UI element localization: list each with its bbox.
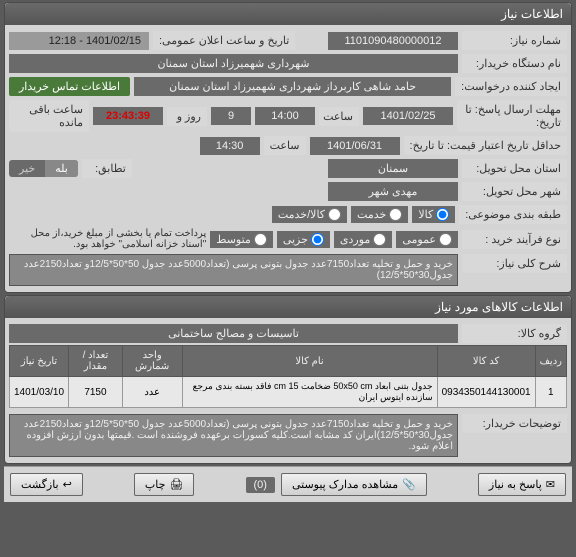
payment-note: پرداخت تمام یا بخشی از مبلغ خرید،از محل … xyxy=(9,228,206,250)
process-partial[interactable]: جزیی xyxy=(277,231,330,248)
remain-label: ساعت باقی مانده xyxy=(9,100,89,132)
bottom-bar: ✉ پاسخ به نیاز 📎 مشاهده مدارک پیوستی (0)… xyxy=(4,466,572,502)
announce-label: تاریخ و ساعت اعلان عمومی: xyxy=(153,31,295,50)
items-table: ردیف کد کالا نام کالا واحد شمارش تعداد /… xyxy=(9,345,567,408)
items-info-header: اطلاعات کالاهای مورد نیاز xyxy=(5,296,571,318)
creator-value: حامد شاهی کاربرداز شهرداری شهمیرزاد استا… xyxy=(134,77,451,96)
request-info-header: اطلاعات نیاز xyxy=(5,3,571,25)
th-name: نام کالا xyxy=(182,346,437,377)
contact-buyer-button[interactable]: اطلاعات تماس خریدار xyxy=(9,77,130,96)
validity-date: 1401/06/31 xyxy=(310,137,400,155)
row-creator: ایجاد کننده درخواست: حامد شاهی کاربرداز … xyxy=(9,75,567,98)
attachment-icon: 📎 xyxy=(402,478,416,491)
category-both-radio[interactable] xyxy=(328,208,341,221)
process-case-radio[interactable] xyxy=(373,233,386,246)
city-label: شهر محل تحویل: xyxy=(462,182,567,201)
process-radio-group: عمومی موردی جزیی متوسط xyxy=(210,231,458,248)
match-label: تطابق: xyxy=(82,159,132,178)
reply-icon: ✉ xyxy=(546,478,555,491)
request-info-panel: اطلاعات نیاز شماره نیاز: 110109048000001… xyxy=(4,2,572,293)
match-toggle[interactable]: بله خیر xyxy=(9,160,78,177)
announce-value: 1401/02/15 - 12:18 xyxy=(9,32,149,50)
match-no[interactable]: خیر xyxy=(9,160,45,177)
row-need-title: شرح کلی نیاز: xyxy=(9,252,567,288)
items-info-panel: اطلاعات کالاهای مورد نیاز گروه کالا: تاس… xyxy=(4,295,572,464)
deadline-label: مهلت ارسال پاسخ: تا تاریخ: xyxy=(457,100,567,132)
items-info-body: گروه کالا: تاسیسات و مصالح ساختمانی ردیف… xyxy=(5,318,571,463)
category-service-radio[interactable] xyxy=(389,208,402,221)
countdown-timer: 23:43:39 xyxy=(93,107,163,125)
creator-label: ایجاد کننده درخواست: xyxy=(455,77,567,96)
back-icon: ↩ xyxy=(63,478,72,491)
days-label: روز و xyxy=(167,107,207,126)
validity-time: 14:30 xyxy=(200,137,260,155)
table-row[interactable]: 1 0934350144130001 جدول بتنی ابعاد 50x50… xyxy=(10,377,567,408)
item-group-value: تاسیسات و مصالح ساختمانی xyxy=(9,324,458,343)
need-number-value: 1101090480000012 xyxy=(328,32,458,50)
process-medium-radio[interactable] xyxy=(254,233,267,246)
time-label-1: ساعت xyxy=(319,107,359,126)
item-group-label: گروه کالا: xyxy=(462,324,567,343)
attachments-group: 📎 مشاهده مدارک پیوستی (0) xyxy=(246,473,427,496)
category-goods[interactable]: کالا xyxy=(412,206,455,223)
process-label: نوع فرآیند خرید : xyxy=(462,230,567,249)
table-header-row: ردیف کد کالا نام کالا واحد شمارش تعداد /… xyxy=(10,346,567,377)
cell-idx: 1 xyxy=(535,377,566,408)
back-button[interactable]: ↩ بازگشت xyxy=(10,473,83,496)
need-title-text[interactable] xyxy=(9,254,458,286)
process-case[interactable]: موردی xyxy=(334,231,392,248)
cell-unit: عدد xyxy=(122,377,182,408)
buyer-notes-label: توضیحات خریدار: xyxy=(462,414,567,433)
match-yes[interactable]: بله xyxy=(45,160,78,177)
print-button[interactable]: 🖨 چاپ xyxy=(134,473,194,496)
cell-qty: 7150 xyxy=(69,377,123,408)
reply-button[interactable]: ✉ پاسخ به نیاز xyxy=(478,473,566,496)
category-both[interactable]: کالا/خدمت xyxy=(272,206,347,223)
buyer-label: نام دستگاه خریدار: xyxy=(462,54,567,73)
deadline-date: 1401/02/25 xyxy=(363,107,453,125)
attachment-count: (0) xyxy=(246,477,275,493)
row-item-group: گروه کالا: تاسیسات و مصالح ساختمانی xyxy=(9,322,567,345)
request-info-body: شماره نیاز: 1101090480000012 تاریخ و ساع… xyxy=(5,25,571,292)
print-icon: 🖨 xyxy=(169,478,183,491)
buyer-notes-text[interactable] xyxy=(9,414,458,457)
province-value: سمنان xyxy=(328,159,458,178)
row-province: استان محل تحویل: سمنان تطابق: بله خیر xyxy=(9,157,567,180)
city-value: مهدی شهر xyxy=(328,182,458,201)
row-buyer-notes: توضیحات خریدار: xyxy=(9,412,567,459)
row-validity: حداقل تاریخ اعتبار قیمت: تا تاریخ: 1401/… xyxy=(9,134,567,157)
cell-name: جدول بتنی ابعاد 50x50 cm ضخامت 15 cm فاق… xyxy=(182,377,437,408)
province-label: استان محل تحویل: xyxy=(462,159,567,178)
th-date: تاریخ نیاز xyxy=(10,346,69,377)
category-service[interactable]: خدمت xyxy=(351,206,408,223)
need-title-label: شرح کلی نیاز: xyxy=(462,254,567,273)
buyer-value: شهرداری شهمیرزاد استان سمنان xyxy=(9,54,458,73)
row-city: شهر محل تحویل: مهدی شهر xyxy=(9,180,567,203)
th-row: ردیف xyxy=(535,346,566,377)
category-label: طبقه بندی موضوعی: xyxy=(459,205,567,224)
row-need-number: شماره نیاز: 1101090480000012 تاریخ و ساع… xyxy=(9,29,567,52)
need-number-label: شماره نیاز: xyxy=(462,31,567,50)
process-general-radio[interactable] xyxy=(439,233,452,246)
cell-date: 1401/03/10 xyxy=(10,377,69,408)
row-process: نوع فرآیند خرید : عمومی موردی جزیی متوسط… xyxy=(9,226,567,252)
th-unit: واحد شمارش xyxy=(122,346,182,377)
process-general[interactable]: عمومی xyxy=(396,231,458,248)
th-code: کد کالا xyxy=(437,346,535,377)
cell-code: 0934350144130001 xyxy=(437,377,535,408)
view-attachments-button[interactable]: 📎 مشاهده مدارک پیوستی xyxy=(281,473,427,496)
category-goods-radio[interactable] xyxy=(436,208,449,221)
category-radio-group: کالا خدمت کالا/خدمت xyxy=(272,206,455,223)
row-category: طبقه بندی موضوعی: کالا خدمت کالا/خدمت xyxy=(9,203,567,226)
process-medium[interactable]: متوسط xyxy=(210,231,273,248)
validity-label: حداقل تاریخ اعتبار قیمت: تا تاریخ: xyxy=(404,136,567,155)
days-remaining: 9 xyxy=(211,107,251,125)
row-deadline: مهلت ارسال پاسخ: تا تاریخ: 1401/02/25 سا… xyxy=(9,98,567,134)
deadline-time: 14:00 xyxy=(255,107,315,125)
time-label-2: ساعت xyxy=(264,136,306,155)
process-partial-radio[interactable] xyxy=(311,233,324,246)
th-qty: تعداد / مقدار xyxy=(69,346,123,377)
row-buyer: نام دستگاه خریدار: شهرداری شهمیرزاد استا… xyxy=(9,52,567,75)
